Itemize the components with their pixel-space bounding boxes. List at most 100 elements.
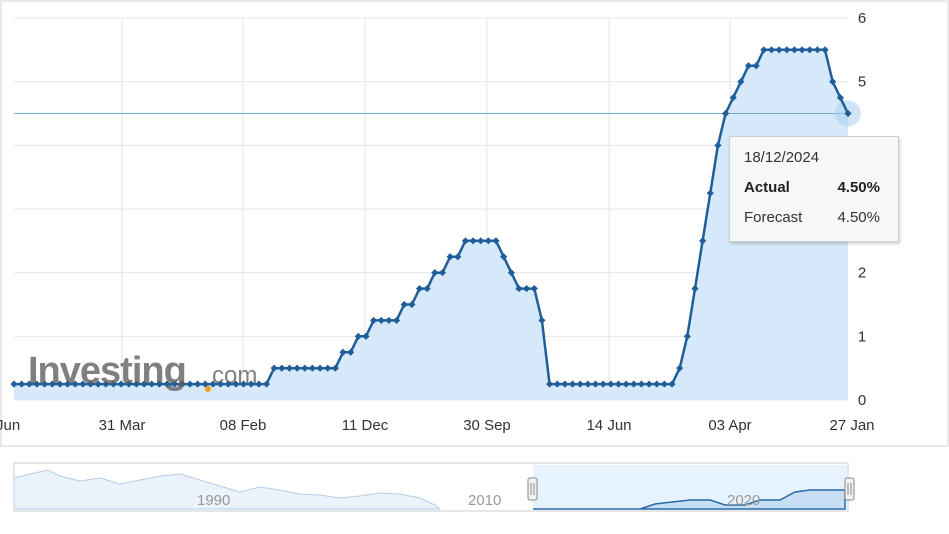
data-point [201, 380, 209, 388]
tooltip-forecast-row: Forecast 4.50% [744, 209, 880, 226]
tooltip-date: 18/12/2024 [744, 149, 820, 166]
data-point [622, 380, 630, 388]
tooltip-actual-row: Actual 4.50% [744, 179, 880, 196]
data-point [293, 364, 301, 372]
data-point [767, 46, 776, 54]
data-point [400, 300, 408, 309]
data-point [79, 380, 87, 388]
data-point [484, 237, 492, 245]
y-tick-label: 2 [858, 265, 866, 282]
data-point [194, 380, 202, 388]
nav-year-2020: 2020 [727, 492, 760, 509]
x-tick-label: Jun [0, 417, 20, 434]
nav-year-2010: 2010 [468, 492, 501, 509]
data-point [186, 380, 194, 388]
data-point [545, 380, 554, 388]
data-point [714, 141, 722, 149]
data-point [339, 348, 347, 356]
data-point [247, 380, 255, 388]
data-point [706, 189, 714, 197]
y-tick-label: 1 [858, 328, 866, 345]
data-point [813, 46, 821, 54]
tooltip-forecast-label: Forecast [744, 209, 803, 226]
data-point [637, 380, 646, 388]
data-point [744, 62, 753, 70]
data-point [699, 237, 707, 245]
data-point [431, 269, 439, 277]
data-point [576, 380, 584, 388]
data-point [538, 316, 546, 325]
data-point [117, 380, 125, 388]
data-point [408, 300, 416, 309]
data-point [584, 380, 592, 388]
data-point [324, 364, 332, 372]
data-point [385, 316, 393, 325]
data-point [331, 364, 339, 372]
data-point [301, 364, 309, 372]
series-area [14, 49, 848, 401]
data-point [63, 380, 72, 388]
data-point [316, 364, 324, 372]
data-point [683, 332, 691, 340]
navigator-right-handle[interactable] [844, 477, 855, 501]
x-tick-label: 27 Jan [829, 417, 874, 434]
data-point [438, 269, 447, 277]
data-point [775, 46, 783, 54]
data-point [821, 46, 829, 54]
tooltip-forecast-value: 4.50% [837, 209, 880, 226]
data-point [392, 316, 401, 325]
data-point [278, 364, 286, 372]
data-point [86, 380, 95, 388]
data-point [10, 380, 18, 388]
data-point [18, 380, 26, 388]
data-point [507, 269, 515, 277]
navigator[interactable]: 1990 2010 2020 [13, 462, 855, 512]
data-point [125, 380, 133, 388]
investing-logo: Investing com [28, 350, 257, 392]
data-tooltip: 18/12/2024 Actual 4.50% Forecast 4.50% [729, 136, 899, 242]
data-point [71, 380, 79, 388]
x-tick-label: 11 Dec [342, 417, 389, 434]
data-point [461, 237, 470, 245]
data-point [492, 237, 500, 245]
data-point [216, 380, 225, 388]
y-tick-label: 6 [858, 10, 866, 27]
data-point [308, 364, 317, 372]
data-point [783, 46, 791, 54]
data-point [362, 332, 370, 340]
data-point [140, 380, 148, 388]
navigator-left-handle[interactable] [527, 477, 538, 501]
data-point [553, 380, 561, 388]
y-tick-label: 5 [858, 74, 866, 91]
y-axis-labels: 0 1 2 5 6 [858, 10, 866, 409]
data-point [178, 380, 186, 388]
data-point [806, 46, 814, 54]
x-tick-label: 31 Mar [99, 417, 146, 434]
data-point [645, 380, 653, 388]
data-point [163, 380, 171, 388]
tooltip-actual-value: 4.50% [837, 179, 880, 196]
x-tick-label: 03 Apr [708, 417, 751, 434]
data-point [102, 380, 110, 388]
data-point [56, 380, 64, 388]
data-point [446, 253, 454, 261]
x-axis-labels: Jun 31 Mar 08 Feb 11 Dec 30 Sep 14 Jun 03 Apr 2… [0, 417, 875, 434]
data-point [25, 380, 33, 388]
data-point [737, 78, 745, 86]
data-point [829, 78, 837, 86]
data-point [132, 380, 141, 388]
data-point [668, 380, 676, 388]
data-point [653, 380, 661, 388]
series-markers [10, 46, 852, 388]
data-point [844, 109, 852, 118]
data-point [676, 364, 684, 372]
data-point [454, 253, 462, 261]
data-point [721, 109, 730, 118]
data-point [599, 380, 607, 388]
data-point [370, 316, 378, 325]
data-point [148, 380, 156, 388]
data-point [94, 380, 102, 388]
data-point [477, 237, 485, 245]
